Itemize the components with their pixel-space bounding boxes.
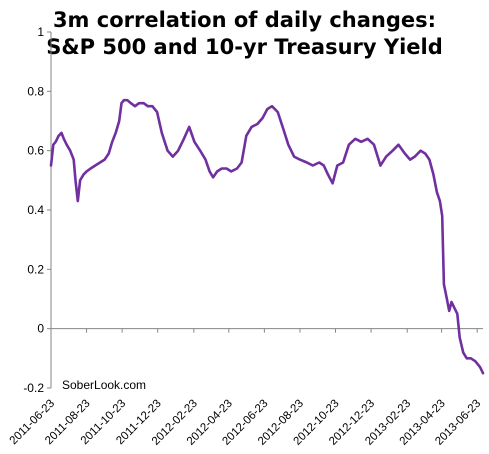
- y-tick-label: 0.4: [27, 203, 44, 217]
- y-tick-label: 0.8: [27, 84, 44, 98]
- y-tick-label: 1: [37, 25, 44, 39]
- watermark-label: SoberLook.com: [62, 378, 146, 392]
- y-tick-label: 0.2: [27, 262, 44, 276]
- y-tick-label: 0.6: [27, 144, 44, 158]
- series-line: [49, 98, 485, 375]
- y-axis-ticks: -0.2 0 0.2 0.4 0.6 0.8 1: [23, 25, 51, 395]
- chart-title-line-1: 3m correlation of daily changes:: [52, 8, 437, 32]
- y-tick-label: 0: [37, 322, 44, 336]
- y-tick-label: -0.2: [23, 381, 44, 395]
- chart-title-line-2: S&P 500 and 10-yr Treasury Yield: [46, 35, 443, 59]
